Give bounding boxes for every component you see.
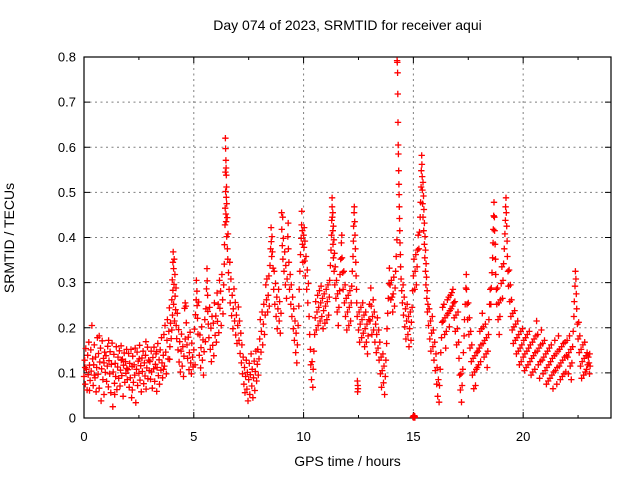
y-tick-label: 0.1 [58,365,76,380]
scatter-points [80,57,594,421]
y-tick-label: 0.6 [58,140,76,155]
plot-frame [83,56,612,419]
y-tick-label: 0.8 [58,50,76,65]
y-tick-label: 0.2 [58,320,76,335]
y-tick-label: 0.3 [58,275,76,290]
grid-lines [84,57,611,418]
x-tick-label: 20 [516,429,530,444]
x-axis-label: GPS time / hours [294,453,401,469]
x-tick-label: 0 [80,429,87,444]
chart-title: Day 074 of 2023, SRMTID for receiver aqu… [213,17,482,33]
x-tick-label: 10 [296,429,310,444]
axis-ticks [83,56,611,419]
x-tick-label: 5 [190,429,197,444]
y-tick-label: 0.5 [58,185,76,200]
y-tick-label: 0 [69,411,76,426]
x-tick-label: 15 [406,429,420,444]
y-tick-label: 0.7 [58,95,76,110]
y-tick-label: 0.4 [58,230,76,245]
